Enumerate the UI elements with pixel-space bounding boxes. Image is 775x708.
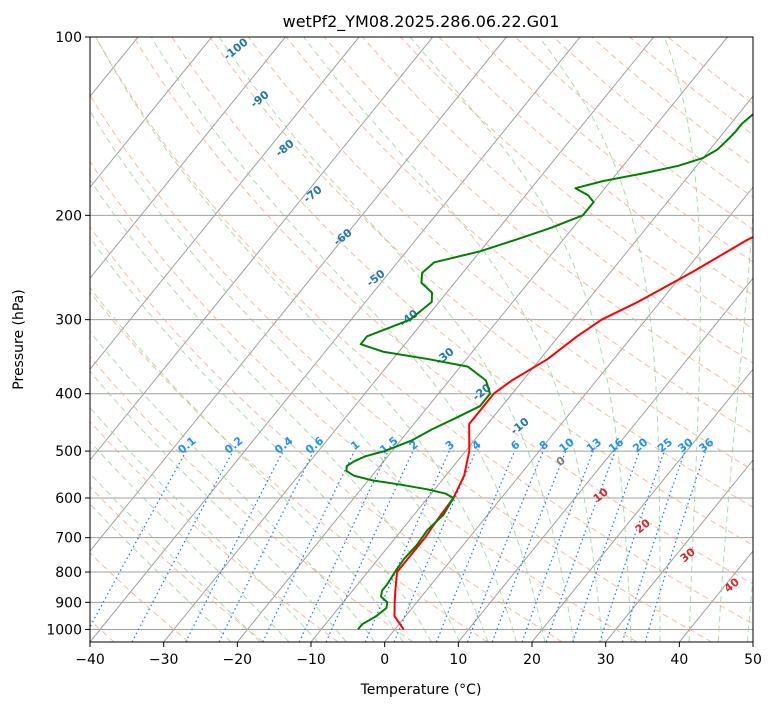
dry-adiabat-line [209,37,753,508]
y-tick-label: 400 [55,387,82,403]
isotherm-lines [90,37,753,642]
dry-adiabat-line [247,37,753,471]
moist-adiabat-line [90,440,290,642]
dry-adiabat-line [95,37,753,625]
mixing-ratio-line [131,450,234,642]
dry-adiabat-line [90,552,190,642]
mixing-ratio-line [572,450,641,642]
dry-adiabat-line [90,420,339,642]
y-tick-label: 200 [55,208,82,224]
mixing-ratio-line [644,450,707,642]
moist-adiabat-line [218,37,575,642]
mixing-ratio-line [262,450,355,642]
x-tick-label: −40 [75,652,105,668]
moist-adiabat-line [538,37,661,642]
dry-adiabat-line [90,160,638,642]
profile-series [345,113,753,631]
mixing-ratio-line [621,450,686,642]
x-tick-label: −10 [296,652,326,668]
moist-adiabat-line [664,37,701,642]
moist-adiabat-line [150,37,546,642]
isotherm-line [236,37,728,642]
isotherm-line [90,37,507,552]
moist-adiabat-line [95,37,517,642]
y-tick-label: 800 [55,565,82,581]
isotherm-line [531,368,753,642]
dry-adiabat-line [90,355,414,642]
x-axis-ticks: −40 −30 −20 −10 0 10 20 30 40 50 [75,642,762,668]
isotherm-line [90,37,213,189]
x-tick-label: 30 [597,652,615,668]
x-tick-label: −30 [149,652,179,668]
isotherm-line [605,459,753,642]
x-tick-label: 40 [670,652,688,668]
moist-adiabat-line [90,472,261,642]
chart-title: wetPf2_YM08.2025.286.06.22.G01 [283,12,560,32]
mixing-ratio-line [325,450,414,642]
y-axis-ticks: 100 200 300 400 500 600 700 800 900 1000 [46,30,90,638]
x-tick-label: −20 [223,652,253,668]
mixing-ratio-line [466,450,544,642]
plot-frame [89,36,754,643]
x-tick-label: 20 [523,652,541,668]
moist-adiabat-line [90,370,347,642]
x-tick-label: 50 [744,652,762,668]
x-tick-label: 10 [449,652,467,668]
dry-adiabat-line [438,37,753,296]
mixing-ratio-line [298,450,389,642]
moist-adiabat-lines [90,37,753,642]
dewpoint-line [345,113,753,631]
dry-adiabat-line [133,37,753,585]
dry-adiabat-line [400,37,753,330]
dry-adiabat-lines [90,37,753,642]
moist-adiabat-line [303,37,603,642]
x-axis-label: Temperature (°C) [360,682,482,698]
isotherm-line [90,37,360,370]
moist-adiabat-line [90,286,404,642]
y-tick-label: 600 [55,491,82,507]
mixing-ratio-lines [90,450,707,642]
plot-area: -100-90-80-70-60-50-40-30-20-10010203040… [90,37,753,642]
dry-adiabat-line [90,94,712,642]
y-axis-label: Pressure (hPa) [11,289,27,389]
mixing-ratio-line [599,450,665,642]
mixing-ratio-line [491,450,567,642]
dry-adiabat-line [171,37,753,546]
dry-adiabat-line [90,291,488,642]
moist-adiabat-line [90,236,432,642]
moist-adiabat-line [90,330,376,642]
x-tick-label: 0 [380,652,389,668]
y-tick-label: 100 [55,30,82,46]
moist-adiabat-line [90,109,489,642]
isotherm-line [384,186,753,642]
moist-adiabat-line [90,179,461,642]
moist-adiabat-line [717,207,753,642]
isotherm-line [457,277,753,642]
isotherm-line [163,37,655,642]
y-tick-label: 500 [55,444,82,460]
isotherm-line [90,37,434,461]
moist-adiabat-line [747,572,753,642]
dry-adiabat-line [90,226,563,642]
y-tick-label: 700 [55,531,82,547]
y-tick-label: 900 [55,595,82,611]
moist-adiabat-line [409,37,632,642]
moist-adiabat-line [90,406,319,642]
isotherm-line [90,37,286,280]
y-tick-label: 1000 [46,622,82,638]
temperature-line [393,235,753,630]
isotherm-line [90,37,581,642]
y-tick-label: 300 [55,313,82,329]
